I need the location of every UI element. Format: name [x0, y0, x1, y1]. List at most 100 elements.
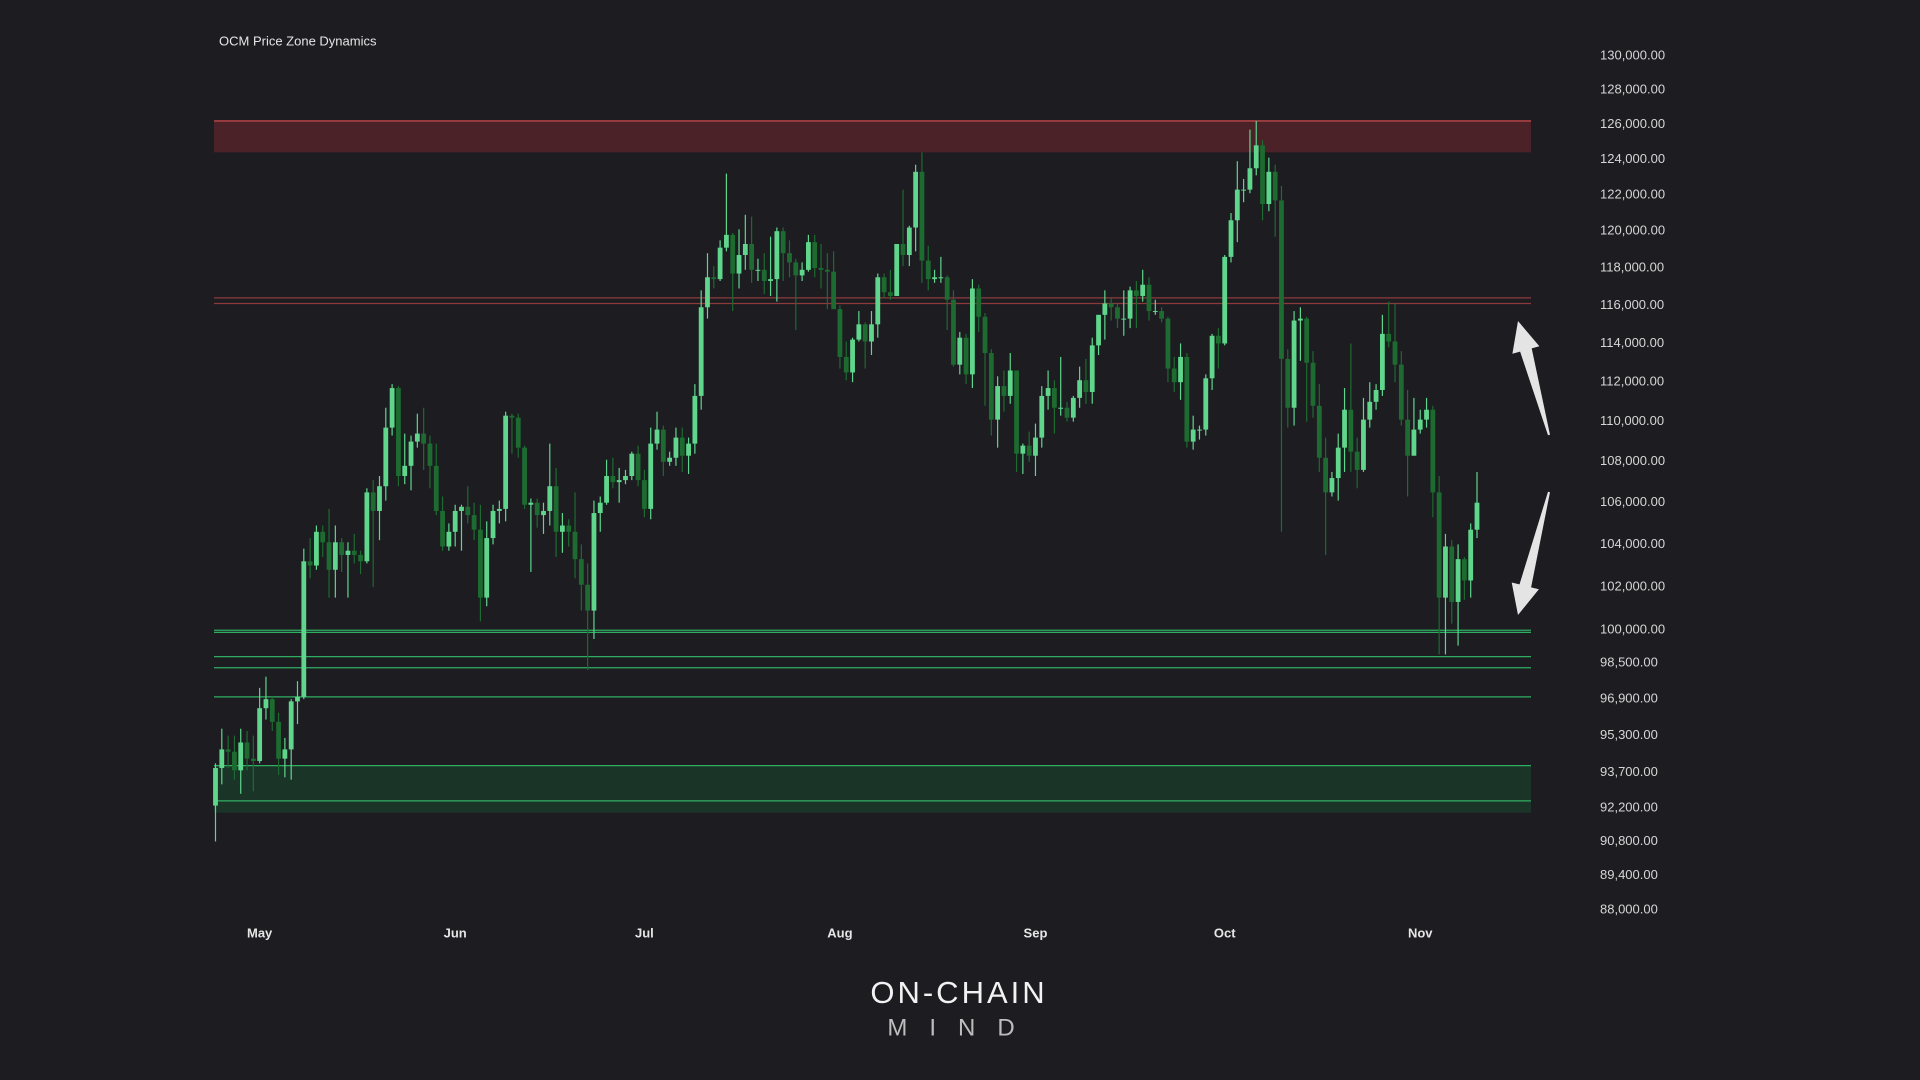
- candle-body: [862, 324, 868, 342]
- candle-body: [1026, 445, 1032, 456]
- candle-body: [364, 492, 370, 562]
- candle-body: [1392, 341, 1398, 365]
- y-tick-label: 104,000.00: [1600, 536, 1665, 551]
- candle-body: [1310, 362, 1316, 406]
- candle-body: [478, 529, 483, 598]
- candle-body: [1058, 407, 1064, 409]
- candle-body: [774, 231, 780, 280]
- y-tick-label: 112,000.00: [1600, 374, 1664, 389]
- y-tick-label: 106,000.00: [1600, 494, 1665, 509]
- candle-body: [471, 515, 477, 530]
- candle-body: [1291, 320, 1297, 408]
- candle-body: [1165, 318, 1171, 369]
- x-tick-label: May: [247, 925, 273, 940]
- candle-body: [976, 288, 982, 317]
- candle-body: [339, 542, 345, 555]
- candle-body: [459, 506, 464, 511]
- candle-body: [963, 337, 969, 375]
- candle-body: [831, 271, 837, 310]
- candle-body: [1203, 378, 1209, 430]
- candle-body: [1184, 356, 1190, 442]
- candle-body: [307, 561, 313, 566]
- y-tick-label: 96,900.00: [1600, 691, 1658, 706]
- candle-body: [1241, 189, 1247, 191]
- candle-body: [1266, 171, 1272, 204]
- candle-body: [421, 433, 427, 444]
- y-tick-label: 89,400.00: [1600, 867, 1658, 882]
- candle-body: [616, 480, 622, 483]
- candle-body: [1247, 168, 1253, 190]
- candle-body: [686, 443, 691, 456]
- candle-body: [1436, 492, 1442, 598]
- chart-title: OCM Price Zone Dynamics: [219, 33, 377, 48]
- candle-body: [919, 171, 925, 261]
- candle-body: [1272, 171, 1278, 201]
- candle-body: [446, 531, 452, 547]
- x-tick-label: Sep: [1024, 925, 1048, 940]
- candle-body: [213, 767, 218, 806]
- candle-body: [843, 356, 849, 373]
- candle-body: [648, 443, 654, 509]
- candle-body: [938, 277, 944, 279]
- candle-body: [232, 751, 237, 771]
- y-tick-label: 95,300.00: [1600, 727, 1658, 742]
- candle-body: [320, 531, 326, 543]
- y-tick-label: 100,000.00: [1600, 622, 1665, 637]
- candle-body: [244, 742, 250, 759]
- candle-body: [585, 584, 591, 611]
- candle-body: [1285, 358, 1291, 408]
- candle-body: [1304, 318, 1310, 363]
- candle-body: [1379, 333, 1385, 391]
- candle-body: [1474, 502, 1480, 530]
- candle-body: [282, 749, 288, 759]
- y-tick-label: 130,000.00: [1600, 47, 1665, 62]
- y-tick-label: 116,000.00: [1600, 297, 1664, 312]
- candle-body: [591, 513, 597, 611]
- candle-body: [736, 255, 742, 274]
- candle-body: [888, 292, 893, 296]
- candle-body: [906, 227, 912, 256]
- candle-body: [351, 550, 357, 555]
- candle-body: [957, 337, 963, 365]
- candle-body: [1323, 457, 1329, 493]
- candle-body: [787, 253, 792, 263]
- candle-body: [1102, 303, 1108, 315]
- candle-body: [654, 429, 660, 444]
- candle-body: [1070, 397, 1076, 418]
- candle-body: [1234, 189, 1240, 221]
- candle-body: [263, 699, 269, 709]
- y-tick-label: 108,000.00: [1600, 453, 1665, 468]
- candle-body: [875, 277, 881, 325]
- candle-body: [982, 316, 988, 354]
- candle-body: [490, 510, 496, 539]
- candle-body: [1335, 447, 1341, 479]
- candle-body: [295, 696, 300, 702]
- candle-body: [219, 749, 225, 768]
- x-tick-label: Aug: [827, 925, 852, 940]
- candle-body: [749, 243, 755, 270]
- candle-body: [402, 465, 408, 477]
- candle-body: [1190, 429, 1196, 442]
- y-tick-label: 88,000.00: [1600, 901, 1658, 916]
- candle-body: [679, 437, 685, 456]
- candle-body: [780, 231, 786, 254]
- candle-body: [452, 510, 458, 532]
- candle-body: [257, 708, 263, 761]
- candle-body: [660, 429, 666, 462]
- candle-body: [755, 269, 761, 271]
- candle-body: [1329, 478, 1335, 493]
- candle-body: [1171, 368, 1177, 383]
- candle-body: [824, 269, 830, 272]
- candle-body: [894, 243, 900, 296]
- candle-body: [1077, 380, 1083, 398]
- candle-body: [332, 542, 338, 570]
- candle-body: [988, 353, 994, 420]
- candle-body: [1417, 419, 1423, 430]
- candle-body: [705, 277, 710, 308]
- candle-body: [1064, 407, 1070, 418]
- y-tick-label: 102,000.00: [1600, 578, 1665, 593]
- candle-body: [389, 388, 395, 428]
- candle-body: [1020, 445, 1026, 454]
- candle-body: [515, 417, 521, 448]
